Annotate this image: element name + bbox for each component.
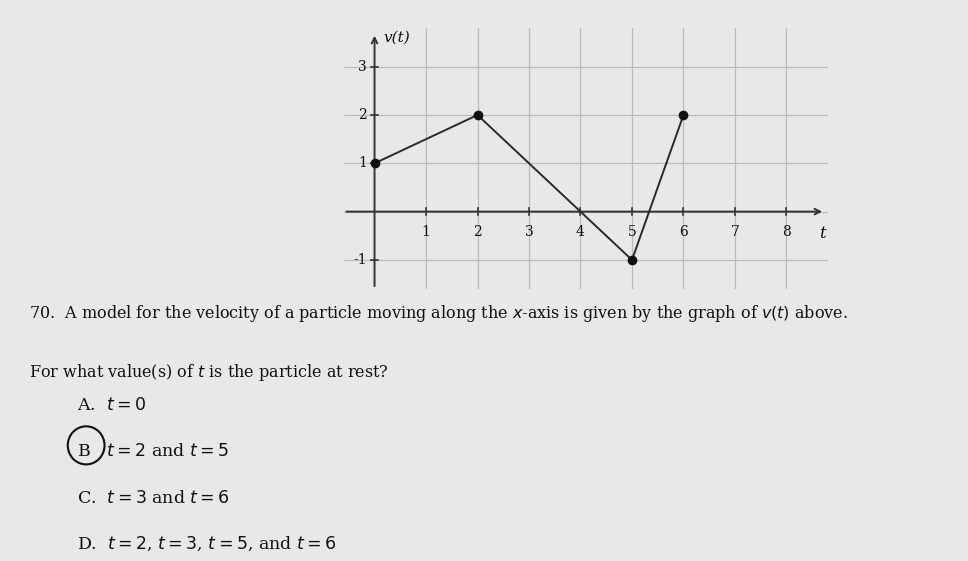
Text: For what value(s) of $t$ is the particle at rest?: For what value(s) of $t$ is the particle…	[29, 362, 389, 383]
Text: 1: 1	[422, 225, 431, 239]
Text: A.  $t = 0$: A. $t = 0$	[77, 397, 147, 414]
Text: 3: 3	[358, 59, 367, 73]
Text: 8: 8	[782, 225, 791, 239]
Text: 70.  A model for the velocity of a particle moving along the $x$-axis is given b: 70. A model for the velocity of a partic…	[29, 302, 848, 324]
Text: t: t	[819, 225, 826, 242]
Text: C.  $t = 3$ and $t = 6$: C. $t = 3$ and $t = 6$	[77, 490, 230, 507]
Text: 4: 4	[576, 225, 585, 239]
Text: -1: -1	[353, 253, 367, 267]
Text: 1: 1	[358, 157, 367, 171]
Text: B   $t = 2$ and $t = 5$: B $t = 2$ and $t = 5$	[77, 443, 229, 461]
Text: 7: 7	[731, 225, 740, 239]
Text: 3: 3	[525, 225, 533, 239]
Text: 5: 5	[627, 225, 636, 239]
Text: 2: 2	[358, 108, 367, 122]
Text: 6: 6	[680, 225, 688, 239]
Text: v(t): v(t)	[383, 31, 410, 45]
Text: D.  $t = 2$, $t = 3$, $t = 5$, and $t = 6$: D. $t = 2$, $t = 3$, $t = 5$, and $t = 6…	[77, 535, 337, 553]
Text: 2: 2	[473, 225, 482, 239]
